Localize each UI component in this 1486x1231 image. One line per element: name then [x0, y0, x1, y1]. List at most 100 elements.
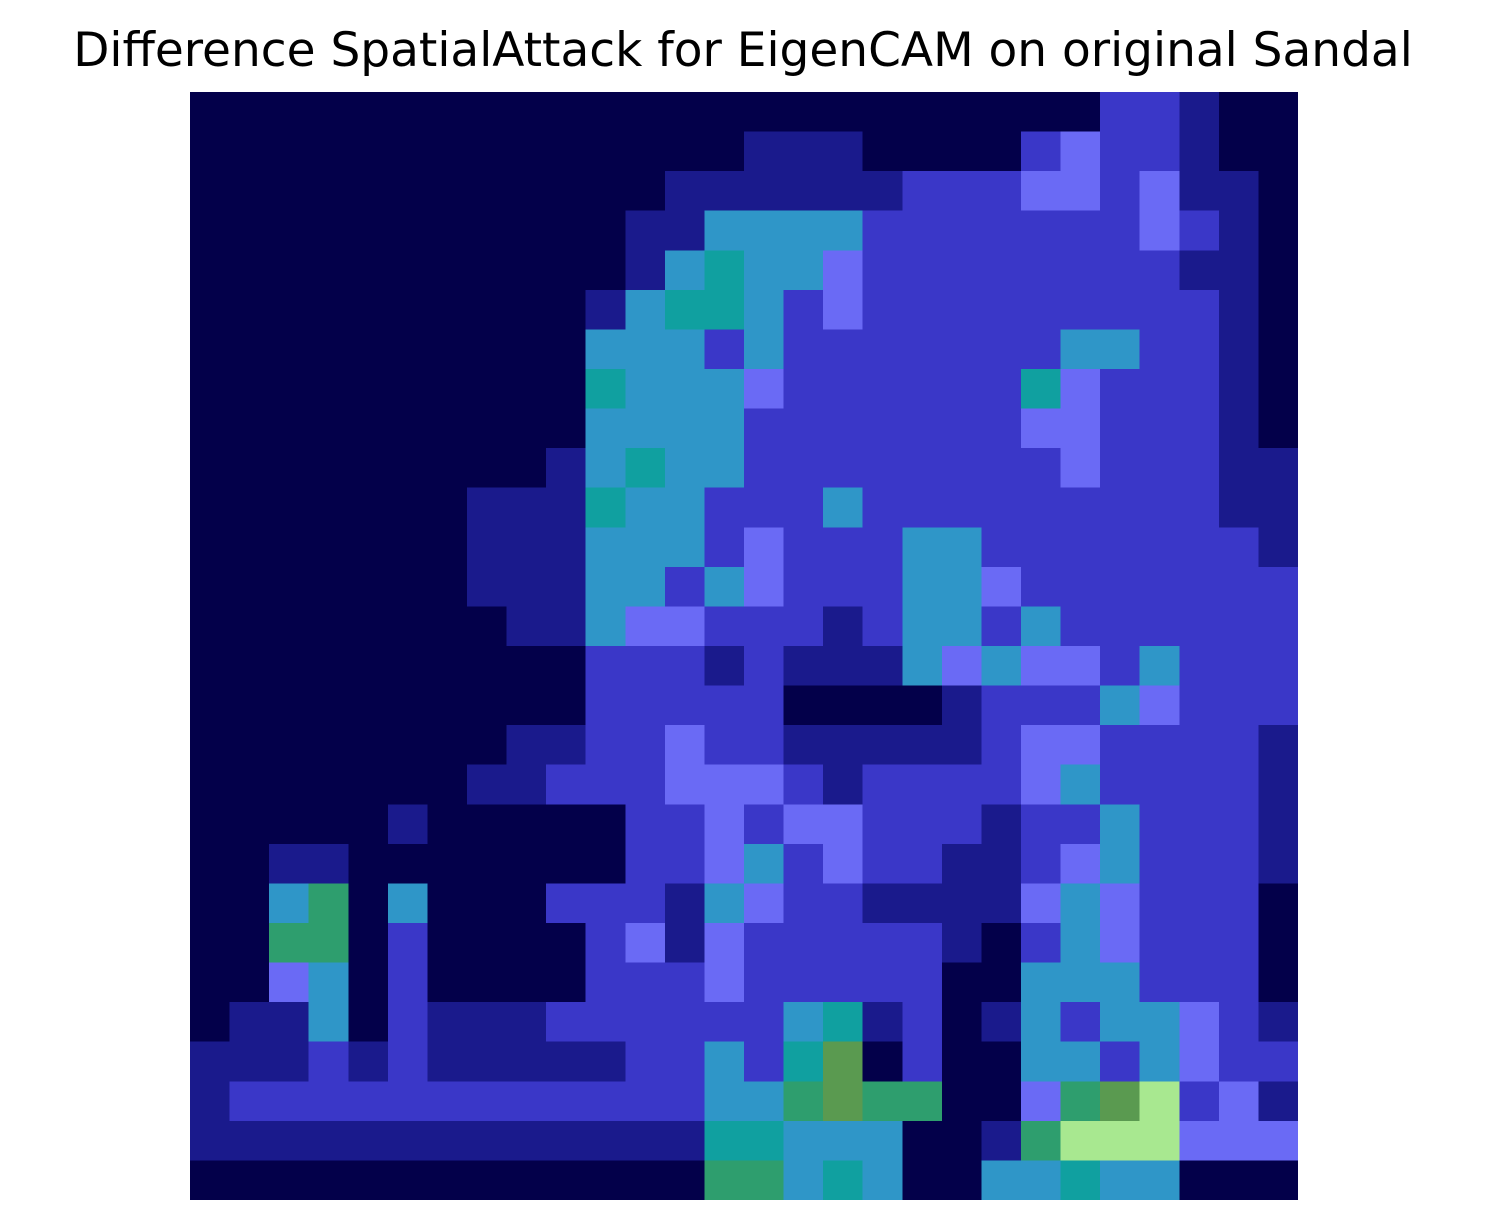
heatmap-cell — [229, 369, 270, 410]
heatmap-cell — [744, 92, 785, 133]
heatmap-cell — [269, 131, 310, 172]
heatmap-cell — [1139, 289, 1181, 331]
heatmap-cell — [387, 1002, 429, 1043]
heatmap-cell — [190, 804, 231, 845]
heatmap-cell — [269, 1041, 310, 1083]
heatmap-cell — [1060, 1081, 1101, 1122]
heatmap-cell — [1218, 725, 1260, 766]
heatmap-cell — [704, 883, 745, 924]
heatmap-cell — [387, 883, 429, 924]
heatmap-cell — [387, 92, 429, 133]
heatmap-cell — [1060, 685, 1101, 726]
heatmap-cell — [744, 210, 785, 252]
heatmap-cell — [981, 289, 1022, 331]
heatmap-cell — [862, 923, 904, 964]
heatmap-cell — [941, 646, 983, 687]
heatmap-cell — [467, 250, 508, 291]
heatmap-cell — [308, 527, 350, 568]
heatmap-cell — [585, 408, 627, 449]
heatmap-cell — [783, 962, 824, 1003]
heatmap-cell — [625, 1160, 666, 1200]
heatmap-cell — [664, 527, 706, 568]
heatmap-cell — [783, 250, 824, 291]
heatmap-cell — [308, 883, 350, 924]
heatmap-cell — [546, 804, 587, 845]
heatmap-cell — [585, 923, 627, 964]
heatmap-cell — [506, 250, 547, 291]
heatmap-cell — [1060, 527, 1101, 568]
heatmap-cell — [506, 804, 547, 845]
heatmap-cell — [1021, 1002, 1062, 1043]
heatmap-cell — [269, 725, 310, 766]
heatmap-cell — [704, 448, 745, 489]
heatmap-cell — [1060, 646, 1101, 687]
heatmap-cell — [1218, 527, 1260, 568]
heatmap-cell — [348, 566, 389, 608]
heatmap-cell — [1179, 408, 1220, 449]
heatmap-cell — [269, 1160, 310, 1200]
heatmap-cell — [783, 566, 824, 608]
heatmap-image — [190, 92, 1298, 1200]
heatmap-cell — [981, 210, 1022, 252]
heatmap-cell — [546, 566, 587, 608]
heatmap-cell — [1021, 685, 1062, 726]
heatmap-cell — [902, 171, 943, 212]
heatmap-cell — [585, 1041, 627, 1083]
heatmap-cell — [387, 685, 429, 726]
heatmap-cell — [941, 131, 983, 172]
heatmap-cell — [1258, 843, 1298, 885]
heatmap-cell — [1218, 883, 1260, 924]
heatmap-cell — [783, 843, 824, 885]
heatmap-cell — [269, 527, 310, 568]
heatmap-cell — [387, 606, 429, 647]
heatmap-cell — [348, 962, 389, 1003]
heatmap-cell — [585, 1081, 627, 1122]
heatmap-cell — [1021, 448, 1062, 489]
heatmap-cell — [585, 329, 627, 370]
heatmap-cell — [1218, 250, 1260, 291]
heatmap-cell — [981, 369, 1022, 410]
heatmap-cell — [902, 843, 943, 885]
heatmap-cell — [1179, 764, 1220, 806]
heatmap-cell — [981, 843, 1022, 885]
heatmap-cell — [862, 210, 904, 252]
heatmap-cell — [467, 883, 508, 924]
heatmap-cell — [704, 962, 745, 1003]
heatmap-cell — [1139, 1120, 1181, 1162]
heatmap-cell — [229, 883, 270, 924]
heatmap-cell — [704, 487, 745, 529]
heatmap-cell — [1179, 210, 1220, 252]
heatmap-cell — [704, 369, 745, 410]
heatmap-cell — [308, 606, 350, 647]
heatmap-cell — [744, 250, 785, 291]
heatmap-cell — [506, 131, 547, 172]
heatmap-cell — [546, 408, 587, 449]
heatmap-cell — [229, 527, 270, 568]
heatmap-cell — [1021, 527, 1062, 568]
heatmap-cell — [823, 487, 864, 529]
heatmap-cell — [229, 210, 270, 252]
heatmap-cell — [1139, 764, 1181, 806]
heatmap-cell — [625, 210, 666, 252]
heatmap-cell — [1258, 527, 1298, 568]
heatmap-cell — [467, 92, 508, 133]
heatmap-cell — [625, 1041, 666, 1083]
heatmap-cell — [902, 764, 943, 806]
heatmap-cell — [427, 487, 468, 529]
heatmap-cell — [427, 131, 468, 172]
heatmap-cell — [506, 92, 547, 133]
heatmap-cell — [625, 448, 666, 489]
heatmap-cell — [308, 329, 350, 370]
heatmap-cell — [1021, 606, 1062, 647]
heatmap-cell — [546, 289, 587, 331]
heatmap-cell — [1021, 883, 1062, 924]
heatmap-cell — [862, 566, 904, 608]
heatmap-cell — [1021, 843, 1062, 885]
heatmap-cell — [1060, 923, 1101, 964]
heatmap-cell — [744, 527, 785, 568]
heatmap-cell — [546, 171, 587, 212]
heatmap-cell — [862, 685, 904, 726]
heatmap-cell — [625, 764, 666, 806]
heatmap-cell — [783, 487, 824, 529]
heatmap-cell — [1060, 883, 1101, 924]
